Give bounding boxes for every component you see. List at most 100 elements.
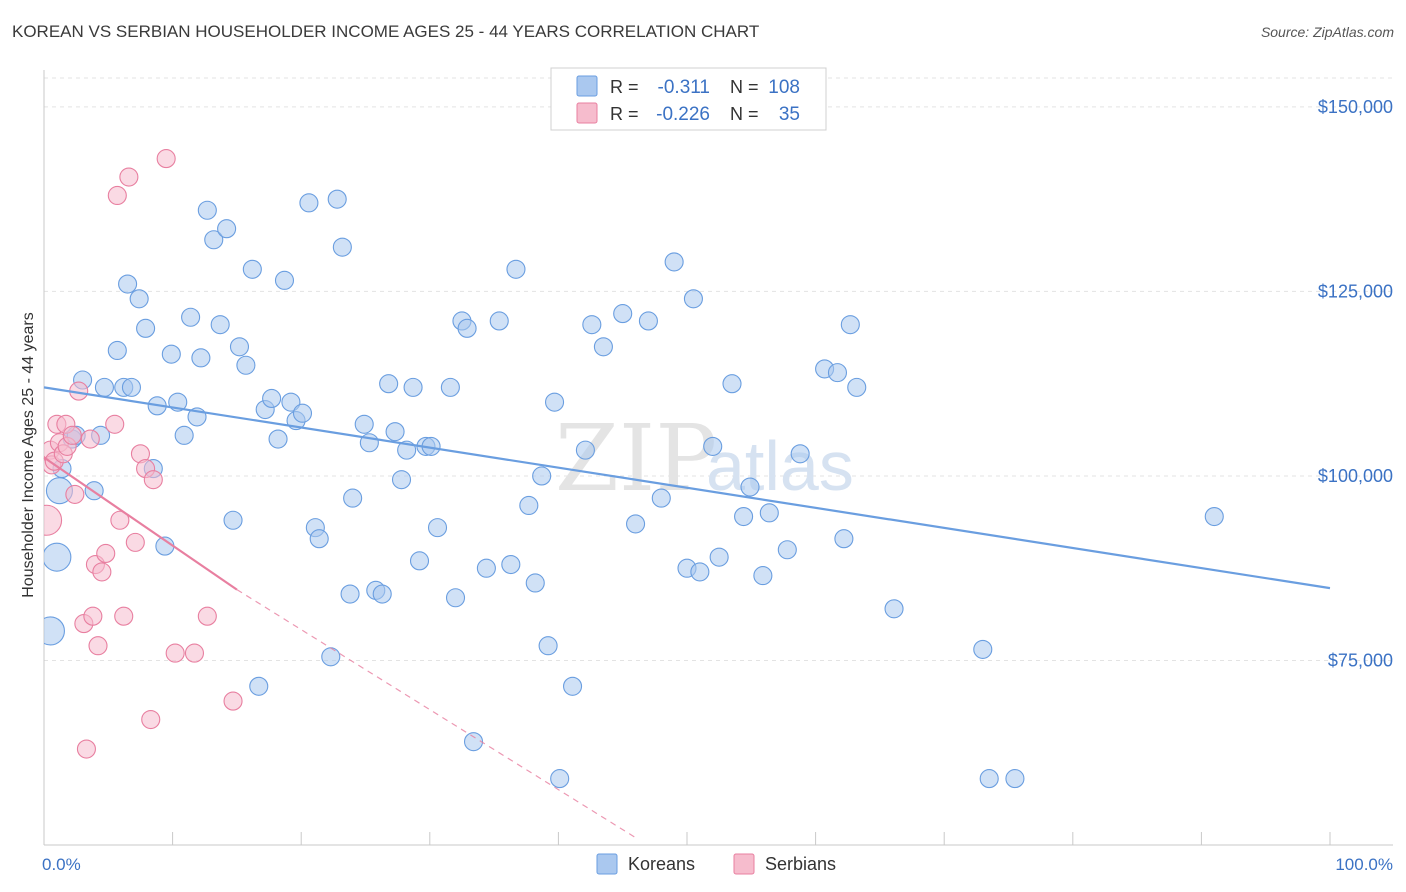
y-tick-label: $75,000	[1328, 650, 1393, 670]
stats-box: R = -0.311 N = 108 R = -0.226 N = 35	[550, 67, 827, 131]
point-korean	[121, 377, 141, 397]
point-korean	[562, 676, 583, 696]
stats-n-label-serbians: N =	[730, 104, 759, 124]
point-korean	[229, 337, 250, 357]
point-korean	[593, 337, 613, 357]
point-korean	[354, 414, 374, 434]
point-korean	[790, 444, 810, 464]
point-korean	[525, 573, 545, 593]
x-tick-label-max: 100.0%	[1335, 855, 1393, 874]
point-korean	[44, 616, 65, 646]
watermark: ZIP atlas	[555, 405, 854, 512]
point-korean	[262, 388, 282, 409]
point-korean	[299, 193, 319, 213]
point-korean	[847, 377, 867, 397]
point-serbian	[105, 414, 125, 434]
point-korean	[759, 503, 779, 523]
point-korean	[638, 311, 658, 331]
point-korean	[292, 403, 313, 423]
point-korean	[44, 542, 72, 572]
y-tick-labels: $75,000 $100,000 $125,000 $150,000	[1318, 97, 1393, 671]
trend-line-serbians	[43, 456, 238, 591]
point-korean	[309, 529, 329, 549]
stats-n-value-koreans: 108	[768, 77, 800, 98]
point-serbian	[65, 484, 85, 504]
point-korean	[703, 436, 723, 456]
point-korean	[683, 289, 703, 309]
point-korean	[1204, 506, 1224, 527]
point-korean	[427, 518, 448, 538]
point-korean	[274, 270, 295, 290]
point-serbian	[44, 504, 63, 536]
point-korean	[827, 363, 848, 383]
point-korean	[476, 558, 496, 578]
stats-swatch-koreans	[576, 75, 598, 97]
point-serbian	[88, 636, 108, 656]
point-serbian	[107, 185, 127, 206]
point-korean	[979, 769, 999, 789]
point-korean	[236, 355, 256, 375]
point-korean	[181, 307, 201, 327]
stats-swatch-serbians	[576, 102, 598, 124]
legend-label-serbians: Serbians	[765, 854, 836, 874]
legend-label-koreans: Koreans	[628, 854, 695, 874]
point-serbian	[80, 429, 100, 449]
point-korean	[626, 514, 646, 534]
point-korean	[613, 304, 633, 324]
point-korean	[174, 425, 194, 445]
point-korean	[582, 315, 602, 335]
point-korean	[242, 259, 262, 279]
x-tick-marks	[43, 832, 1331, 845]
point-korean	[327, 189, 347, 209]
point-korean	[118, 274, 138, 294]
x-tick-label-min: 0.0%	[42, 855, 81, 874]
point-korean	[197, 200, 217, 220]
point-korean	[136, 318, 156, 338]
data-points	[44, 149, 1224, 789]
stats-n-label-koreans: N =	[730, 77, 759, 97]
point-serbian	[223, 691, 243, 711]
point-serbian	[114, 606, 134, 626]
point-korean	[457, 318, 477, 338]
point-korean	[107, 340, 127, 361]
point-korean	[440, 377, 460, 397]
point-korean	[489, 311, 509, 331]
y-axis-label: Householder Income Ages 25 - 44 years	[20, 312, 37, 598]
trend-line-koreans	[43, 386, 1331, 590]
point-serbian	[119, 167, 139, 187]
point-korean	[379, 374, 399, 394]
trend-lines	[43, 386, 1331, 839]
point-serbian	[96, 543, 116, 564]
point-korean	[403, 377, 423, 397]
point-korean	[777, 540, 797, 560]
point-korean	[519, 495, 539, 516]
point-korean	[834, 529, 854, 549]
point-serbian	[125, 532, 145, 552]
point-korean	[217, 219, 237, 239]
point-serbian	[165, 643, 185, 663]
point-serbian	[156, 149, 176, 169]
stats-n-value-serbians: 35	[779, 104, 800, 125]
point-serbian	[110, 510, 130, 530]
stats-r-label-koreans: R =	[610, 77, 639, 97]
point-korean	[690, 562, 710, 582]
point-serbian	[143, 470, 163, 490]
point-korean	[1005, 769, 1025, 789]
point-korean	[161, 344, 181, 364]
point-serbian	[83, 606, 103, 626]
point-korean	[575, 440, 595, 460]
point-serbian	[197, 606, 217, 626]
point-korean	[94, 377, 114, 397]
stats-r-label-serbians: R =	[610, 104, 639, 124]
point-korean	[372, 584, 392, 604]
point-korean	[740, 477, 760, 497]
point-korean	[722, 374, 742, 394]
watermark-atlas: atlas	[706, 427, 854, 505]
stats-r-value-koreans: -0.311	[658, 77, 710, 98]
point-korean	[249, 676, 269, 696]
point-korean	[734, 506, 754, 527]
point-korean	[651, 488, 671, 508]
legend: Koreans Serbians	[596, 853, 836, 875]
point-korean	[840, 315, 860, 335]
